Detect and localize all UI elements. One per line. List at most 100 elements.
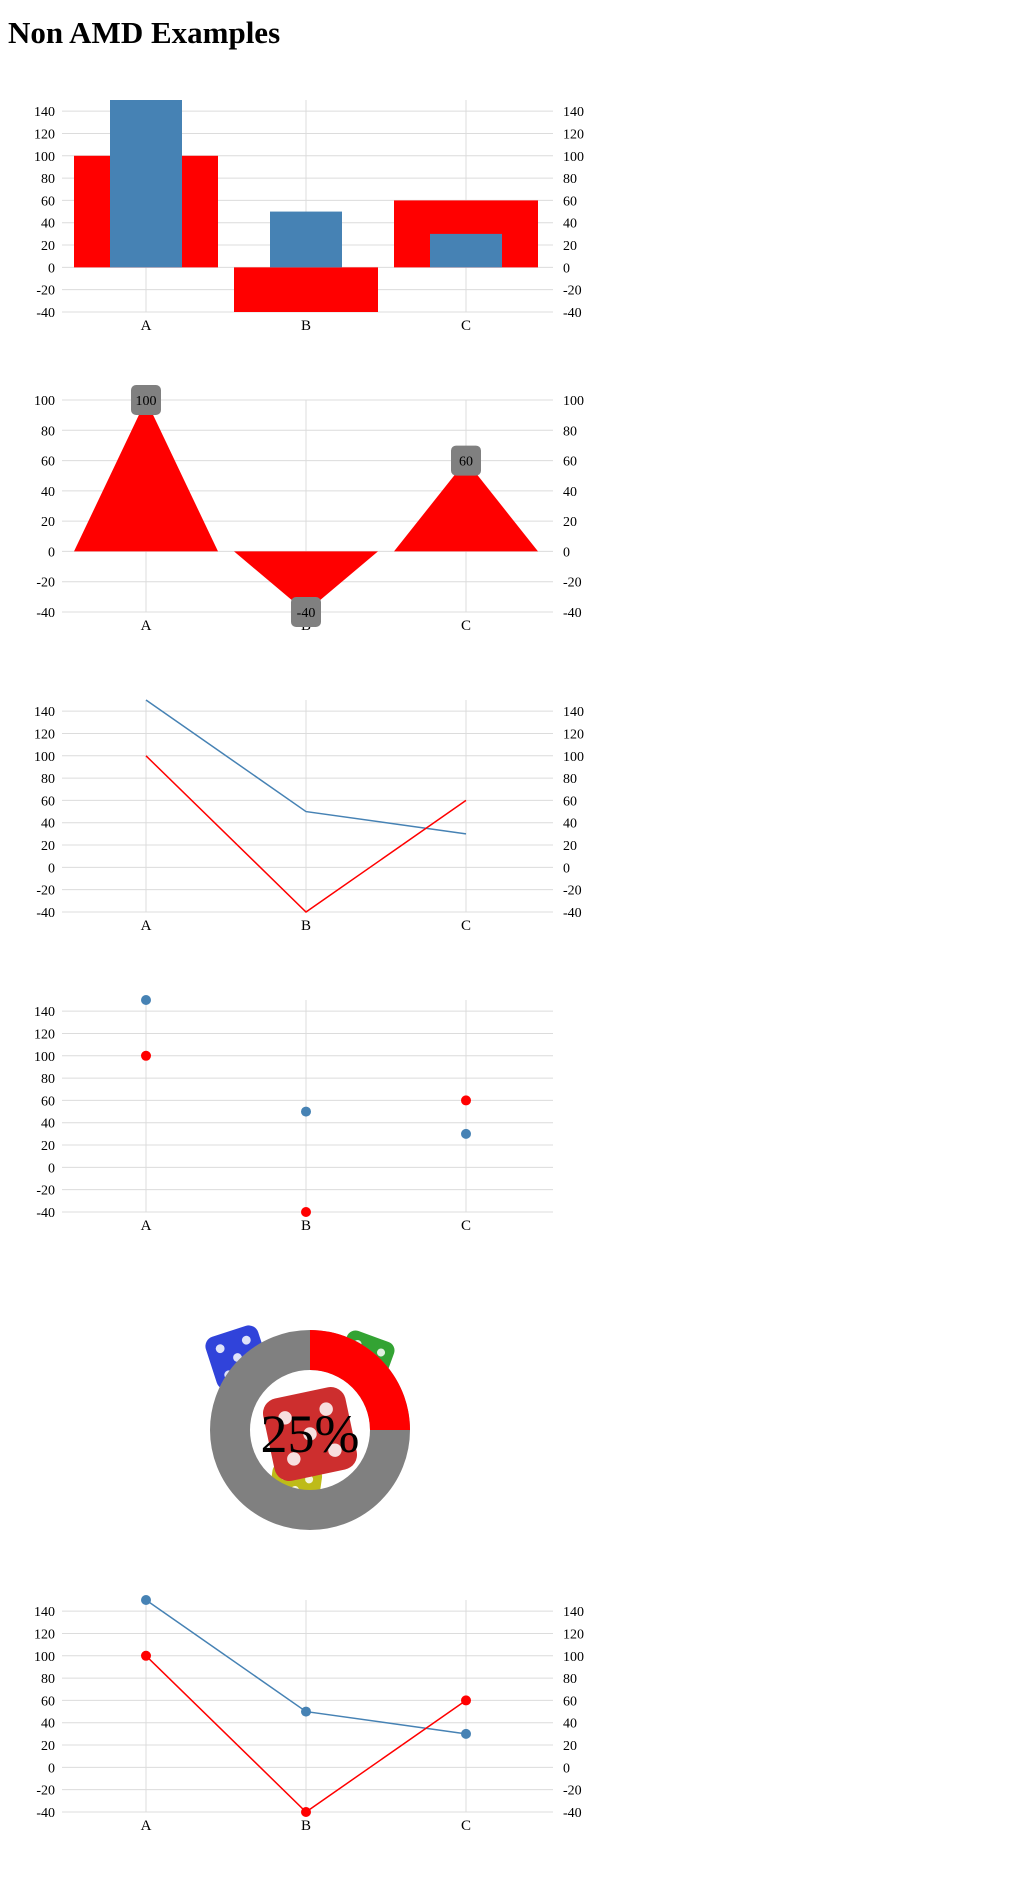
y-tick-label-left: 40 xyxy=(41,1117,55,1132)
die-pip xyxy=(303,1427,317,1441)
series-line xyxy=(145,699,467,835)
y-tick-label-left: 80 xyxy=(41,172,55,187)
data-point xyxy=(141,1650,151,1661)
x-tick-label: B xyxy=(301,1818,311,1834)
y-tick-label-left: 140 xyxy=(34,705,55,720)
data-point xyxy=(141,995,151,1005)
y-tick-label-right: 20 xyxy=(563,239,577,254)
y-tick-label-left: 40 xyxy=(41,217,55,232)
y-tick-label-left: 60 xyxy=(41,455,55,470)
gauge-chart: 25% xyxy=(205,1325,410,1530)
bar xyxy=(270,211,342,268)
y-tick-label-left: 20 xyxy=(41,1739,55,1754)
x-tick-label: A xyxy=(141,918,152,934)
triangle-area-chart: 100100808060604040202000-20-20-40-40ABC1… xyxy=(34,385,584,634)
x-tick-label: A xyxy=(141,1218,152,1234)
bar-series xyxy=(110,100,502,268)
y-tick-label-left: 120 xyxy=(34,727,55,742)
data-label: 60 xyxy=(451,445,481,476)
data-point xyxy=(141,1595,151,1605)
data-label-box xyxy=(291,597,321,627)
scatter-chart: 140 120 100 80 60 40 20 0 -20 -40 A B C xyxy=(34,995,553,1234)
bar-chart: 140 140 120 120 100 100 80 80 60 60 40 40 20 20 0 0 -20 -… xyxy=(34,100,584,334)
x-tick-label: C xyxy=(461,918,471,934)
x-tick-label: C xyxy=(461,1218,471,1234)
y-tick-label-right: 20 xyxy=(563,839,577,854)
y-tick-label-left: 20 xyxy=(41,1139,55,1154)
y-tick-label-left: -20 xyxy=(36,1784,55,1799)
die-pip xyxy=(287,1452,301,1466)
scatter-series xyxy=(141,1050,471,1217)
data-point xyxy=(461,1695,471,1706)
data-label: 100 xyxy=(131,385,161,415)
x-tick-label: B xyxy=(301,318,311,334)
y-tick-label-right: 120 xyxy=(563,127,584,142)
y-tick-label-left: 60 xyxy=(41,1094,55,1109)
y-tick-label-right: 0 xyxy=(563,1761,570,1776)
data-point xyxy=(301,1106,311,1117)
triangle-mark xyxy=(234,551,378,612)
die-pip xyxy=(278,1411,292,1425)
y-tick-label-right: 40 xyxy=(563,217,577,232)
data-point xyxy=(461,1095,471,1106)
y-tick-label-right: 40 xyxy=(563,485,577,500)
x-tick-label: A xyxy=(141,318,152,334)
y-tick-label-right: 20 xyxy=(563,1739,577,1754)
y-tick-label-left: 120 xyxy=(34,1027,55,1042)
y-tick-label-right: 40 xyxy=(563,1717,577,1732)
y-tick-label-left: 0 xyxy=(48,1161,55,1176)
y-tick-label-left: -20 xyxy=(36,576,55,591)
y-tick-label-left: -20 xyxy=(36,884,55,899)
die-pip xyxy=(241,1335,251,1345)
data-point xyxy=(301,1706,311,1717)
y-tick-label-right: 0 xyxy=(563,261,570,276)
y-tick-label-right: 80 xyxy=(563,772,577,787)
x-tick-label: B xyxy=(301,1218,311,1234)
y-tick-label-right: 60 xyxy=(563,794,577,809)
y-tick-label-right: 140 xyxy=(563,105,584,120)
y-tick-label-left: 60 xyxy=(41,794,55,809)
y-tick-label-left: 100 xyxy=(34,1050,55,1065)
data-label-text: 100 xyxy=(136,394,157,409)
y-tick-label-left: 80 xyxy=(41,424,55,439)
bar xyxy=(110,100,182,268)
y-tick-label-right: -40 xyxy=(563,906,582,921)
y-tick-label-left: -40 xyxy=(36,306,55,321)
y-tick-label-left: 60 xyxy=(41,194,55,209)
red-die xyxy=(262,1386,358,1482)
y-tick-label-right: 40 xyxy=(563,817,577,832)
y-tick-label-right: 80 xyxy=(563,172,577,187)
y-tick-label-left: 0 xyxy=(48,545,55,560)
y-tick-label-right: 100 xyxy=(563,394,584,409)
y-tick-label-left: 0 xyxy=(48,1761,55,1776)
line-series xyxy=(145,755,467,913)
x-tick-label: B xyxy=(301,918,311,934)
y-tick-label-right: 0 xyxy=(563,545,570,560)
grid xyxy=(62,1000,553,1213)
y-tick-label-left: 20 xyxy=(41,839,55,854)
y-tick-label-right: 140 xyxy=(563,705,584,720)
data-point xyxy=(461,1728,471,1739)
y-tick-label-right: 140 xyxy=(563,1605,584,1620)
series-line xyxy=(145,755,467,913)
die-pip xyxy=(328,1443,342,1457)
line-series xyxy=(141,1650,471,1817)
y-tick-label-left: 40 xyxy=(41,485,55,500)
grid xyxy=(62,700,553,913)
y-tick-label-right: -20 xyxy=(563,284,582,299)
y-tick-label-right: 120 xyxy=(563,1627,584,1642)
y-tick-label-right: -20 xyxy=(563,576,582,591)
y-tick-label-left: 120 xyxy=(34,1627,55,1642)
y-tick-label-left: 40 xyxy=(41,1717,55,1732)
bar xyxy=(234,267,378,312)
x-tick-label: A xyxy=(141,618,152,634)
data-point xyxy=(141,1050,151,1061)
bar xyxy=(430,233,502,268)
y-tick-label-right: 20 xyxy=(563,515,577,530)
y-tick-label-left: 60 xyxy=(41,1694,55,1709)
triangle-mark xyxy=(394,460,538,552)
scatter-series xyxy=(141,995,471,1139)
gauge-fill xyxy=(310,1330,410,1430)
y-tick-label-left: 140 xyxy=(34,105,55,120)
data-point xyxy=(461,1128,471,1139)
